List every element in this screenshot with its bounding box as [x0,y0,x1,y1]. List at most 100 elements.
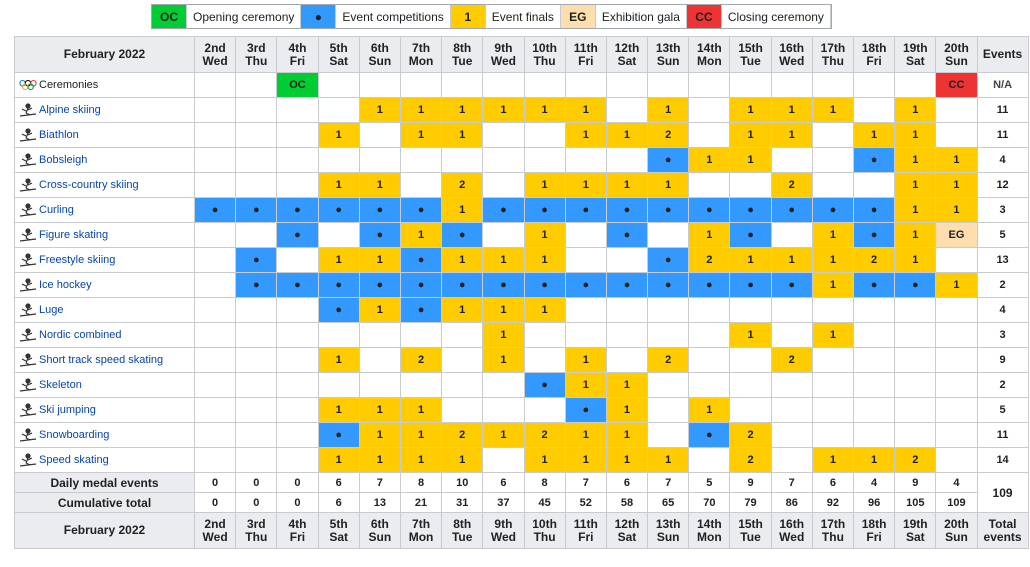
ceremonies-label: Ceremonies [39,78,99,91]
schedule-cell: 1 [482,97,525,123]
schedule-cell: 1 [564,172,607,198]
sport-cell: Alpine skiing [14,97,195,123]
sport-link[interactable]: Bobsleigh [39,153,88,166]
day-date: 15th [738,40,763,55]
daily-value: 8 [523,472,566,493]
day-weekday: Sat [905,53,925,68]
schedule-cell [935,347,978,373]
schedule-cell: ● [811,197,855,223]
day-weekday: Thu [821,53,844,68]
schedule-cell [935,322,978,348]
schedule-cell [193,447,237,473]
schedule-cell: 1 [811,272,855,298]
day-weekday: Sun [368,529,392,544]
schedule-cell: ● [647,147,690,173]
schedule-cell [894,347,937,373]
schedule-cell [235,447,278,473]
day-header: 17th Thu [811,36,855,73]
day-weekday: Thu [533,53,556,68]
schedule-cell [688,347,731,373]
sport-cell: Short track speed skating [14,347,195,373]
day-date: 5th [329,516,348,531]
schedule-cell [729,72,772,98]
schedule-cell: 1 [564,347,607,373]
daily-value: 6 [317,472,360,493]
schedule-cell [235,97,278,123]
sport-link[interactable]: Short track speed skating [39,353,164,366]
legend-swatch: EG [560,5,595,28]
sport-link[interactable]: Ski jumping [39,403,96,416]
schedule-cell: 1 [482,247,525,273]
sport-link[interactable]: Luge [39,303,64,316]
schedule-cell [852,97,896,123]
day-date: 5th [329,40,348,55]
cumulative-value: 70 [688,492,731,513]
schedule-cell [605,97,649,123]
sport-link[interactable]: Speed skating [39,453,109,466]
schedule-cell: ● [605,222,649,248]
cumulative-value: 0 [193,492,237,513]
schedule-cell: 2 [647,122,690,148]
schedule-cell [852,397,896,423]
day-header: 7th Mon [399,36,443,73]
sport-link[interactable]: Biathlon [39,128,79,141]
speed-skating-icon [19,453,39,467]
schedule-cell [811,397,855,423]
day-weekday: Sat [905,529,925,544]
schedule-cell: 1 [894,247,937,273]
schedule-cell [935,247,978,273]
schedule-cell: ● [852,147,896,173]
sport-link[interactable]: Ice hockey [39,278,92,291]
schedule-cell: 1 [482,347,525,373]
sport-link[interactable]: Skeleton [39,378,82,391]
schedule-cell: ● [852,197,896,223]
daily-value: 7 [647,472,690,493]
table-row: Curling ● ● ● ● ● ● 1 ● ● ● ● ● ● ● ● ● ● 1 1 3 [14,197,1029,223]
schedule-cell: 1 [688,222,731,248]
schedule-cell [482,122,525,148]
sport-link[interactable]: Cross-country skiing [39,178,139,191]
snowboarding-icon [19,428,39,442]
schedule-cell [605,322,649,348]
day-weekday: Wed [490,529,516,544]
day-header: 11th Fri [564,36,607,73]
schedule-cell: 1 [811,447,855,473]
cumulative-value: 6 [317,492,360,513]
schedule-cell [193,322,237,348]
day-date: 6th [370,516,389,531]
events-total: 14 [976,447,1029,473]
events-total: 11 [976,97,1029,123]
day-header: 6th Sun [358,36,401,73]
cumulative-value: 0 [235,492,278,513]
schedule-cell [358,347,401,373]
events-total: 11 [976,122,1029,148]
schedule-cell [688,297,731,323]
day-date: 11th [573,40,598,55]
schedule-cell [605,147,649,173]
schedule-cell [482,172,525,198]
schedule-cell [811,297,855,323]
schedule-cell: 1 [894,122,937,148]
day-date: 7th [412,40,431,55]
day-weekday: Sun [945,53,968,68]
schedule-cell: ● [276,272,319,298]
sport-link[interactable]: Figure skating [39,228,109,241]
sport-link[interactable]: Snowboarding [39,428,110,441]
schedule-cell: 1 [935,172,978,198]
schedule-cell: 1 [358,97,401,123]
schedule-cell: 1 [729,322,772,348]
daily-value: 7 [564,472,607,493]
schedule-cell [894,322,937,348]
sport-link[interactable]: Alpine skiing [39,103,101,116]
sport-link[interactable]: Curling [39,203,74,216]
schedule-cell [523,147,566,173]
cumulative-value: 96 [852,492,896,513]
sport-link[interactable]: Nordic combined [39,328,122,341]
schedule-cell [317,72,360,98]
schedule-cell [564,147,607,173]
schedule-cell [399,172,443,198]
schedule-cell [235,222,278,248]
day-header: 6th Sun [358,512,401,549]
sport-link[interactable]: Freestyle skiing [39,253,116,266]
day-header: 19th Sat [894,36,937,73]
